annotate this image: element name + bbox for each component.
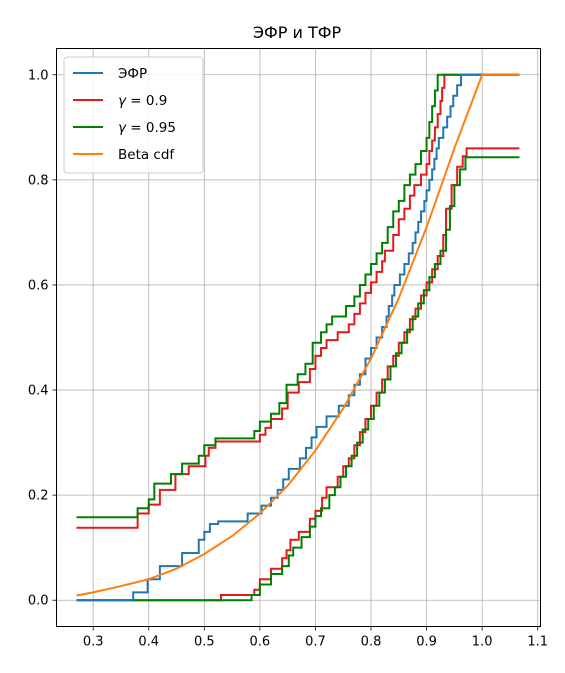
legend-text: = 0.95 — [126, 120, 176, 136]
y-tick-label: 1.0 — [28, 68, 49, 83]
legend-symbol: γ — [118, 93, 127, 109]
chart-title: ЭФР и ТФР — [253, 23, 342, 42]
legend-label: γ = 0.95 — [118, 120, 176, 136]
series-line — [76, 156, 520, 602]
x-tick-label: 0.6 — [250, 635, 271, 650]
series-line — [76, 73, 520, 529]
legend-text: = 0.9 — [126, 93, 167, 109]
x-tick-label: 0.7 — [305, 635, 326, 650]
y-tick-label: 0.8 — [28, 173, 49, 188]
series-layer — [76, 73, 520, 602]
x-tick-label: 0.5 — [194, 635, 215, 650]
y-tick-label: 0.6 — [28, 278, 49, 293]
series-line — [76, 73, 520, 597]
x-tick-label: 0.8 — [361, 635, 382, 650]
legend-label: Beta cdf — [118, 147, 175, 163]
y-tick-label: 0.0 — [28, 594, 49, 609]
y-tick-label: 0.2 — [28, 489, 49, 504]
x-tick-label: 1.0 — [472, 635, 493, 650]
x-tick-label: 0.3 — [83, 635, 104, 650]
legend-label: γ = 0.9 — [118, 93, 167, 109]
legend-box — [63, 56, 204, 174]
plot-frame — [56, 48, 541, 627]
legend-symbol: γ — [118, 120, 127, 136]
legend-label: ЭФР — [118, 66, 147, 82]
series-line — [76, 73, 520, 602]
y-tick-label: 0.4 — [28, 384, 49, 399]
y-axis: 0.0 0.2 0.4 0.6 0.8 1.0 — [28, 68, 57, 609]
x-tick-label: 0.9 — [416, 635, 437, 650]
x-tick-label: 0.4 — [138, 635, 159, 650]
series-line — [76, 73, 520, 519]
x-axis: 0.3 0.4 0.5 0.6 0.7 0.8 0.9 1.0 1.1 — [83, 626, 548, 650]
x-tick-label: 1.1 — [527, 635, 548, 650]
